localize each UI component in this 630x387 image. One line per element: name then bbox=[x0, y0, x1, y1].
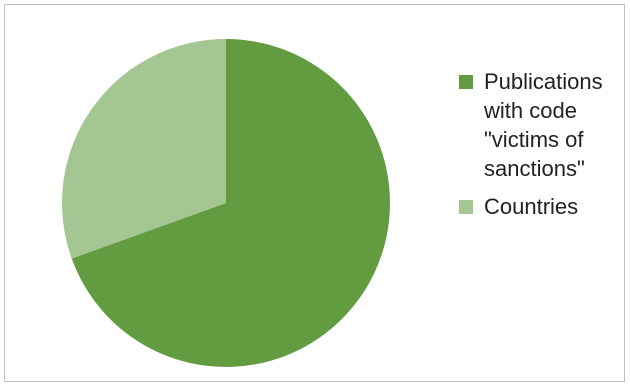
chart-area: Publications with code "victims of sanct… bbox=[4, 4, 625, 382]
legend-swatch-publications bbox=[459, 75, 473, 89]
legend-item-countries: Countries bbox=[459, 192, 621, 221]
pie-slices bbox=[62, 39, 391, 367]
legend-swatch-countries bbox=[459, 200, 473, 214]
legend-label-countries: Countries bbox=[484, 194, 579, 219]
legend-item-publications: Publications with code "victims of sanct… bbox=[459, 67, 621, 183]
pie-slice-publications bbox=[71, 39, 391, 367]
pie-slice-countries bbox=[62, 39, 226, 259]
pie-chart bbox=[62, 39, 391, 367]
legend: Publications with code "victims of sanct… bbox=[459, 67, 621, 230]
legend-label-publications: Publications with code "victims of sanct… bbox=[484, 69, 603, 181]
